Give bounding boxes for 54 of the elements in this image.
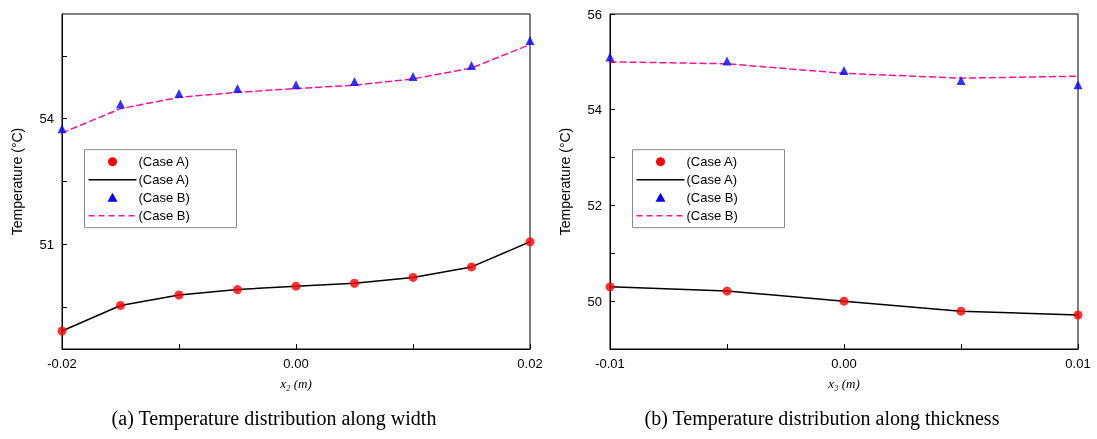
point <box>57 124 67 134</box>
y-tick-label: 50 <box>587 293 602 309</box>
point <box>233 84 242 94</box>
point <box>839 65 849 75</box>
point <box>956 306 966 316</box>
x-tick-label: -0.01 <box>595 356 625 371</box>
y-tick-label: 54 <box>587 102 602 118</box>
text: (a) Temperature distribution along width <box>111 407 437 430</box>
y-axis-title: Temperature (°C) <box>557 127 573 236</box>
point <box>525 237 535 247</box>
point <box>722 56 732 66</box>
x-axis-title: x₂ (m) <box>279 376 312 391</box>
point <box>116 99 125 109</box>
point <box>605 282 615 292</box>
x-tick-label: -0.02 <box>47 356 77 371</box>
x-tick-label: 0.00 <box>283 356 309 371</box>
point <box>839 296 849 306</box>
point <box>57 326 67 336</box>
x-tick-label: 0.01 <box>1065 356 1091 371</box>
point <box>350 278 359 288</box>
legend-label: (Case A) <box>686 154 738 170</box>
y-tick-label: 52 <box>587 197 602 213</box>
legend-label: (Case A) <box>138 172 190 188</box>
x-axis-title: x₃ (m) <box>827 376 860 391</box>
y-tick-label: 51 <box>39 236 54 252</box>
point <box>722 286 732 296</box>
point <box>116 300 125 310</box>
legend-label: (Case B) <box>138 190 190 206</box>
y-tick-label: 56 <box>587 6 602 22</box>
legend-label: (Case B) <box>686 208 738 224</box>
point <box>233 285 242 295</box>
legend-label: (Case B) <box>686 190 738 206</box>
point <box>174 290 184 300</box>
point <box>291 80 301 90</box>
legend-label: (Case B) <box>138 208 190 224</box>
point <box>174 89 184 99</box>
point <box>1073 310 1083 320</box>
point <box>467 61 476 71</box>
point <box>291 281 301 291</box>
y-axis-title: Temperature (°C) <box>9 127 25 236</box>
point <box>408 71 418 81</box>
x-tick-label: 0.00 <box>831 356 857 371</box>
point <box>525 35 535 45</box>
text: (b) Temperature distribution along thickness <box>644 407 1000 430</box>
point <box>1073 80 1083 90</box>
legend-label: (Case A) <box>686 172 738 188</box>
point <box>605 52 615 62</box>
legend-label: (Case A) <box>138 154 190 170</box>
point <box>350 76 359 86</box>
point <box>467 262 476 272</box>
point <box>408 272 418 282</box>
y-tick-label: 54 <box>39 111 54 127</box>
x-tick-label: 0.02 <box>517 356 543 371</box>
point <box>956 76 966 86</box>
